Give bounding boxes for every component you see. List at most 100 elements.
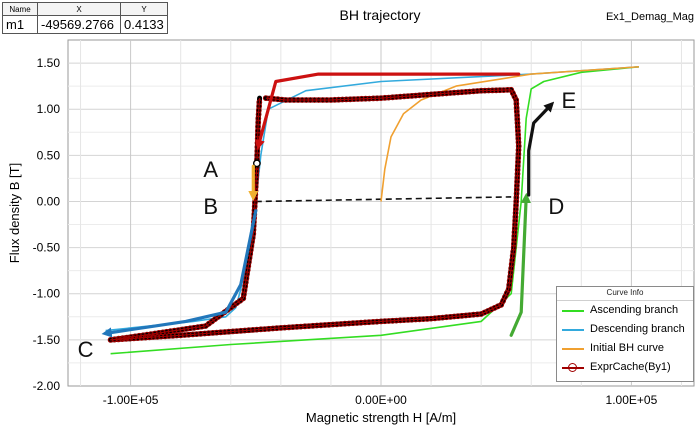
marker-x-value: -49569.2766 (37, 15, 121, 34)
data-point (513, 194, 520, 201)
series-line (109, 89, 520, 341)
data-point (256, 103, 263, 110)
marker-row[interactable]: m1 -49569.2766 0.4133 (2, 15, 168, 34)
legend-item-initial[interactable]: Initial BH curve (557, 339, 693, 358)
data-point (393, 317, 400, 324)
data-point (241, 287, 248, 294)
data-point (459, 312, 465, 319)
data-point (513, 186, 520, 193)
data-point (355, 96, 361, 102)
data-point (173, 332, 180, 339)
data-point (514, 178, 520, 185)
data-point (500, 87, 507, 93)
data-point (498, 301, 505, 308)
annotation-label: A (203, 157, 218, 182)
data-point (511, 93, 518, 100)
data-point (119, 335, 126, 342)
data-point (181, 332, 188, 338)
data-point (389, 317, 396, 324)
chart-title: BH trajectory (340, 7, 421, 23)
data-point (439, 314, 446, 321)
data-point (514, 163, 521, 169)
data-point (328, 97, 334, 103)
dashed-connector (255, 196, 512, 203)
annotation-arrow (527, 101, 555, 197)
data-point (241, 291, 247, 298)
data-point (510, 248, 517, 255)
data-point (513, 108, 520, 115)
data-point (512, 217, 519, 224)
data-point (290, 324, 296, 331)
data-point (346, 320, 352, 327)
data-point (310, 322, 316, 329)
data-point (504, 87, 511, 93)
data-point (509, 257, 516, 264)
data-point (462, 312, 469, 319)
data-point (201, 330, 208, 337)
data-point (132, 333, 138, 340)
data-point (262, 95, 269, 101)
data-point (508, 86, 515, 93)
data-point (189, 331, 196, 338)
data-point (175, 327, 182, 334)
data-point (515, 139, 522, 146)
data-point (334, 321, 340, 328)
marker-y-value: 0.4133 (120, 15, 168, 34)
legend[interactable]: Curve Info Ascending branch Descending b… (556, 286, 694, 382)
legend-item-descending[interactable]: Descending branch (557, 320, 693, 339)
data-point (428, 91, 435, 98)
data-point (221, 329, 228, 335)
data-point (515, 127, 521, 134)
data-point (484, 308, 491, 314)
data-point (159, 329, 166, 336)
annotation-label: C (78, 337, 94, 362)
data-point (514, 124, 521, 130)
data-point (155, 330, 162, 336)
legend-item-ascending[interactable]: Ascending branch (557, 301, 693, 320)
data-point (366, 319, 372, 326)
data-point (435, 91, 442, 97)
data-point (205, 330, 212, 337)
data-point (257, 326, 264, 333)
data-point (515, 151, 522, 157)
data-point (311, 97, 318, 103)
data-point (435, 315, 442, 321)
data-point (366, 95, 373, 102)
data-point (123, 334, 130, 341)
data-point (229, 328, 236, 335)
data-point (243, 275, 250, 282)
legend-swatch-ascending (562, 310, 584, 312)
annotation-arrow (509, 192, 532, 337)
data-point (511, 225, 518, 232)
legend-swatch-initial (562, 348, 584, 350)
data-point (466, 312, 473, 319)
data-point (513, 97, 520, 103)
annotation-arrows (101, 72, 555, 338)
data-point (512, 221, 518, 228)
data-point (197, 330, 204, 337)
data-point (299, 97, 306, 103)
data-point (351, 96, 357, 102)
annotation-arrow (254, 72, 521, 151)
marker-table[interactable]: Name X Y m1 -49569.2766 0.4133 (2, 2, 168, 34)
data-point (343, 96, 350, 103)
data-point (330, 321, 336, 328)
data-point (335, 96, 342, 103)
data-point (350, 320, 356, 327)
legend-item-exprcache[interactable]: ExprCache(By1) (557, 358, 693, 377)
annotation-label: B (203, 194, 218, 219)
data-point (374, 318, 380, 325)
data-point (187, 325, 194, 332)
data-point (489, 87, 496, 94)
data-point (331, 96, 338, 103)
data-point (513, 198, 520, 205)
data-point (513, 104, 520, 111)
data-point (302, 323, 308, 330)
data-point (405, 317, 411, 323)
annotation-label: D (548, 194, 564, 219)
data-point (428, 315, 435, 322)
data-point (152, 330, 158, 337)
data-point (506, 277, 513, 284)
data-point (515, 135, 522, 142)
data-point (233, 328, 240, 335)
